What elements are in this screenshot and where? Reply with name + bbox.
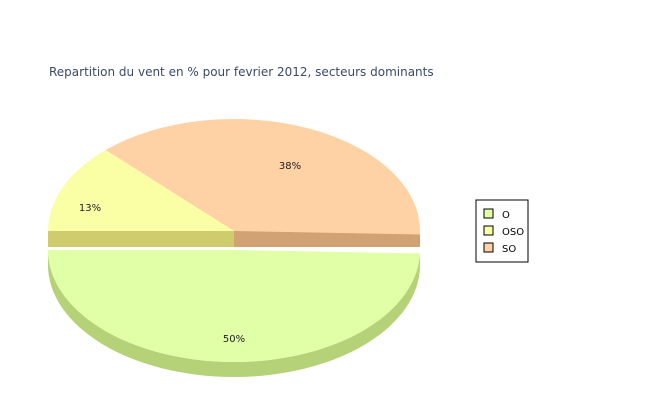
legend: O OSO SO <box>475 199 529 263</box>
slice-o <box>48 250 420 362</box>
legend-swatch-o <box>483 208 494 219</box>
legend-label-so: SO <box>502 244 516 255</box>
slice-label-oso: 13% <box>79 203 101 214</box>
slice-so-side <box>234 231 420 247</box>
legend-swatch-oso <box>483 225 494 236</box>
pie-labels: 50% 13% 38% <box>79 161 301 345</box>
slice-so <box>105 119 420 235</box>
slice-oso <box>48 149 234 231</box>
slice-oso-side <box>48 231 234 247</box>
legend-label-o: O <box>502 210 510 221</box>
pie-area <box>48 119 420 377</box>
slice-label-o: 50% <box>223 334 245 345</box>
slice-label-so: 38% <box>279 161 301 172</box>
chart-title: Repartition du vent en % pour fevrier 20… <box>49 65 434 79</box>
legend-swatch-so <box>483 242 494 253</box>
legend-label-oso: OSO <box>502 227 524 238</box>
